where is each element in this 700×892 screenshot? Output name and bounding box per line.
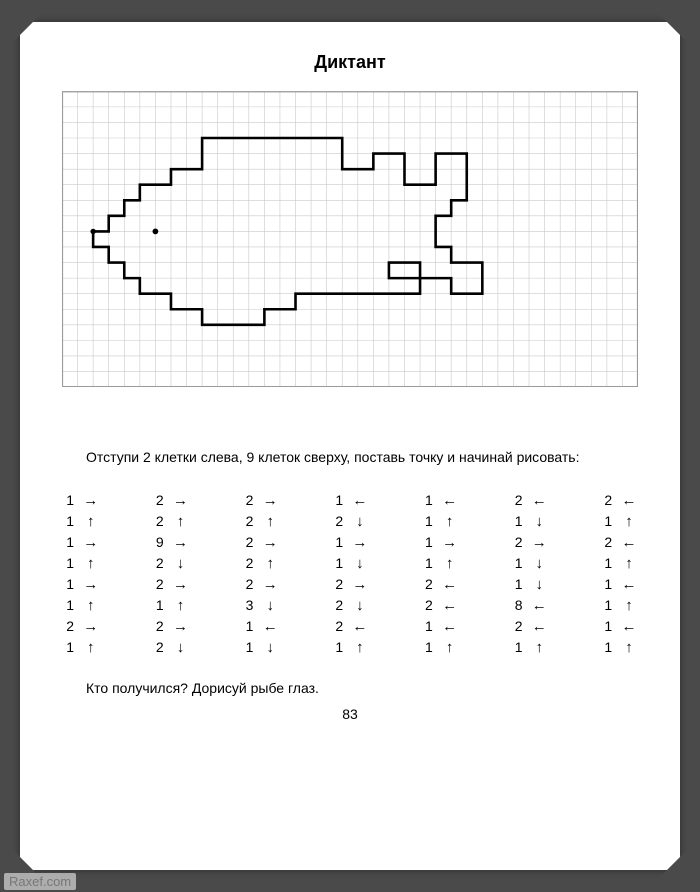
step-item: 2 → [241,576,279,593]
steps-column: 2 → 2 ↑ 9 → 2 ↓ 2 → 1 ↑ 2 → 2 ↓ [152,492,190,656]
steps-column: 1 ← 1 ↑ 1 → 1 ↑ 2 ← 2 ← 1 ← 1 ↑ [421,492,459,656]
step-item: 1 ← [421,492,459,509]
step-item: 2 ↑ [152,513,190,530]
step-item: 1 ← [331,492,369,509]
steps-column: 2 ← 1 ↑ 2 ← 1 ↑ 1 ← 1 ↑ 1 ← 1 ↑ [600,492,638,656]
step-item: 1 ↑ [600,513,638,530]
steps-column: 1 ← 2 ↓ 1 → 1 ↓ 2 → 2 ↓ 2 ← 1 ↑ [331,492,369,656]
corner-decoration [0,0,55,55]
page-title: Диктант [62,52,638,73]
step-item: 1 ↑ [62,555,100,572]
steps-column: 2 ← 1 ↓ 2 → 1 ↓ 1 ↓ 8 ← 2 ← 1 ↑ [511,492,549,656]
step-item: 2 → [152,492,190,509]
step-item: 1 ← [421,618,459,635]
step-item: 2 ↑ [241,513,279,530]
step-item: 1 ↑ [421,555,459,572]
step-item: 1 ↑ [62,513,100,530]
step-item: 1 ↑ [511,639,549,656]
step-item: 9 → [152,534,190,551]
step-item: 2 ← [600,534,638,551]
step-item: 2 ↓ [331,513,369,530]
step-item: 1 → [331,534,369,551]
step-item: 2 → [241,534,279,551]
step-item: 2 ← [331,618,369,635]
step-item: 1 ↑ [62,597,100,614]
step-item: 2 ↓ [152,555,190,572]
step-item: 2 → [62,618,100,635]
step-item: 2 ← [421,576,459,593]
step-item: 1 ↑ [152,597,190,614]
graph-grid [62,91,638,387]
step-item: 1 ↓ [331,555,369,572]
step-item: 1 ← [241,618,279,635]
steps-table: 1 →1 ↑1 →1 ↑1 →1 ↑2 →1 ↑2 →2 ↑9 →2 ↓2 →1… [62,492,638,656]
step-item: 2 ← [511,492,549,509]
step-item: 1 ↑ [600,597,638,614]
step-item: 2 ↓ [152,639,190,656]
step-item: 1 ← [600,576,638,593]
question-text: Кто получился? Дорисуй рыбе глаз. [62,680,638,696]
step-item: 1 → [421,534,459,551]
step-item: 1 → [62,492,100,509]
step-item: 1 → [62,576,100,593]
step-item: 2 ← [600,492,638,509]
step-item: 1 ↑ [421,513,459,530]
step-item: 1 ↑ [600,639,638,656]
step-item: 1 ← [600,618,638,635]
step-item: 2 → [331,576,369,593]
step-item: 2 → [152,618,190,635]
steps-column: 1 → 1 ↑ 1 → 1 ↑ 1 → 1 ↑ 2 → 1 ↑ [62,492,100,656]
step-item: 3 ↓ [241,597,279,614]
step-item: 2 ← [511,618,549,635]
watermark-label: Raxef.com [4,873,76,890]
grid-container [62,91,638,387]
step-item: 1 ↓ [241,639,279,656]
step-item: 2 → [241,492,279,509]
step-item: 1 ↑ [421,639,459,656]
outer-frame: Диктант Отступи 2 клетки слева, 9 клеток… [0,0,700,892]
step-item: 1 → [62,534,100,551]
step-item: 2 ↓ [331,597,369,614]
page-sheet: Диктант Отступи 2 клетки слева, 9 клеток… [20,22,680,870]
step-item: 1 ↓ [511,555,549,572]
corner-decoration [645,0,700,55]
step-item: 8 ← [511,597,549,614]
corner-decoration [645,837,700,892]
step-item: 2 ← [421,597,459,614]
page-number: 83 [62,706,638,722]
step-item: 2 → [152,576,190,593]
step-item: 1 ↑ [600,555,638,572]
step-item: 2 → [511,534,549,551]
step-item: 1 ↓ [511,513,549,530]
instruction-text: Отступи 2 клетки слева, 9 клеток сверху,… [62,447,638,467]
step-item: 1 ↑ [331,639,369,656]
step-item: 1 ↓ [511,576,549,593]
steps-column: 2 → 2 ↑ 2 → 2 ↑ 2 → 3 ↓ 1 ← 1 ↓ [241,492,279,656]
step-item: 2 ↑ [241,555,279,572]
step-item: 1 ↑ [62,639,100,656]
